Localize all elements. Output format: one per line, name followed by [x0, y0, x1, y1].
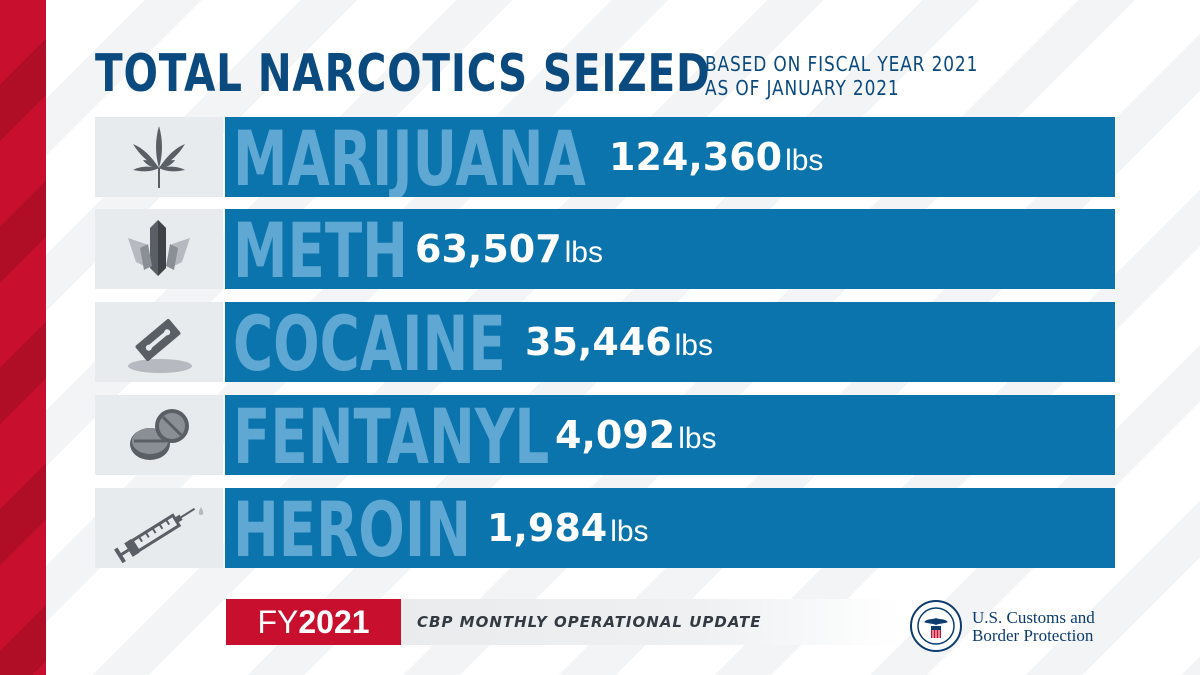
drug-name: FENTANYL: [233, 395, 550, 476]
drug-name: COCAINE: [233, 302, 506, 383]
amount-value: 124,360: [609, 135, 783, 179]
agency-line-1: U.S. Customs and: [972, 608, 1095, 627]
razor-blade-icon: [95, 302, 223, 382]
narcotic-row-cocaine: COCAINE 35,446 lbs: [95, 302, 1115, 382]
syringe-icon: [95, 488, 223, 568]
seizure-amount: 124,360 lbs: [609, 117, 823, 197]
page-title: TOTAL NARCOTICS SEIZED: [95, 44, 711, 104]
page-subtitle: BASED ON FISCAL YEAR 2021 AS OF JANUARY …: [705, 52, 978, 100]
crystal-icon: [95, 209, 223, 289]
amount-value: 1,984: [487, 506, 608, 550]
fiscal-year-badge: FY 2021: [226, 599, 401, 645]
narcotic-bar: MARIJUANA 124,360 lbs: [225, 117, 1115, 197]
left-red-stripe: [0, 0, 46, 675]
narcotic-row-heroin: HEROIN 1,984 lbs: [95, 488, 1115, 568]
cbp-seal-icon: [910, 600, 962, 652]
amount-value: 63,507: [415, 227, 562, 271]
fy-prefix: FY: [257, 603, 299, 640]
amount-unit: lbs: [564, 236, 603, 269]
amount-unit: lbs: [674, 329, 713, 362]
subtitle-line-1: BASED ON FISCAL YEAR 2021: [705, 52, 979, 76]
drug-name: MARIJUANA: [233, 117, 586, 198]
narcotic-row-marijuana: MARIJUANA 124,360 lbs: [95, 117, 1115, 197]
amount-unit: lbs: [785, 144, 824, 177]
marijuana-leaf-icon: [95, 117, 223, 197]
narcotic-bar: HEROIN 1,984 lbs: [225, 488, 1115, 568]
amount-value: 4,092: [555, 413, 676, 457]
narcotic-bar: COCAINE 35,446 lbs: [225, 302, 1115, 382]
agency-line-2: Border Protection: [972, 626, 1094, 645]
seizure-amount: 1,984 lbs: [487, 488, 649, 568]
seizure-amount: 63,507 lbs: [415, 209, 603, 289]
amount-unit: lbs: [678, 422, 717, 455]
update-label: CBP MONTHLY OPERATIONAL UPDATE: [401, 599, 901, 645]
narcotic-row-meth: METH 63,507 lbs: [95, 209, 1115, 289]
pills-icon: [95, 395, 223, 475]
seizure-amount: 4,092 lbs: [555, 395, 717, 475]
narcotic-bar: FENTANYL 4,092 lbs: [225, 395, 1115, 475]
seizure-amount: 35,446 lbs: [525, 302, 713, 382]
narcotic-row-fentanyl: FENTANYL 4,092 lbs: [95, 395, 1115, 475]
amount-value: 35,446: [525, 320, 672, 364]
fy-year: 2021: [298, 603, 370, 640]
amount-unit: lbs: [610, 515, 649, 548]
drug-name: METH: [233, 209, 408, 290]
drug-name: HEROIN: [233, 488, 471, 569]
subtitle-line-2: AS OF JANUARY 2021: [705, 76, 900, 100]
agency-name: U.S. Customs and Border Protection: [972, 609, 1095, 645]
narcotic-bar: METH 63,507 lbs: [225, 209, 1115, 289]
